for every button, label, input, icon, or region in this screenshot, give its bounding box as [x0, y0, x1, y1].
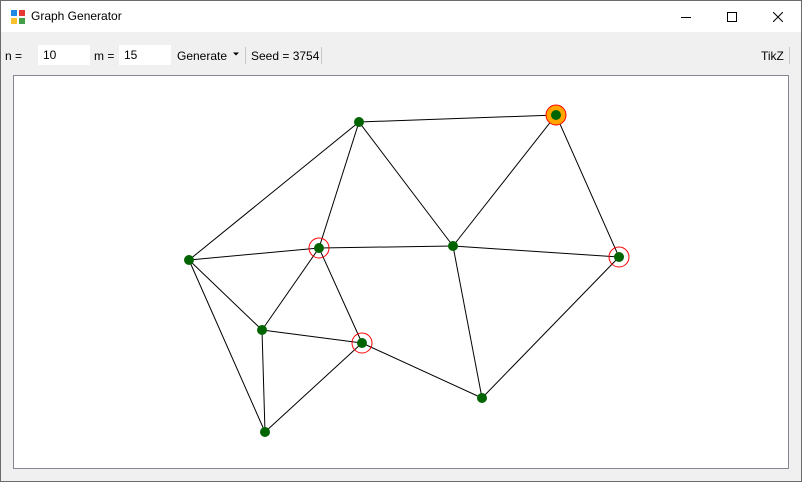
- graph-edge: [555, 114, 620, 258]
- minimize-button[interactable]: [663, 1, 709, 32]
- title-bar[interactable]: Graph Generator: [1, 1, 801, 32]
- graph-edge: [361, 342, 483, 399]
- graph-edge: [318, 247, 363, 344]
- graph-edge: [188, 121, 360, 261]
- graph-node[interactable]: [314, 243, 324, 253]
- graph-edge: [261, 247, 320, 331]
- graph-edge: [318, 245, 454, 249]
- graph-node[interactable]: [448, 241, 458, 251]
- graph-node[interactable]: [354, 117, 364, 127]
- graph-edge: [261, 329, 266, 433]
- graph-edge: [261, 329, 363, 344]
- graph-svg[interactable]: [14, 76, 788, 468]
- graph-node[interactable]: [184, 255, 194, 265]
- n-input[interactable]: [38, 45, 90, 65]
- node-marker-ring: [351, 332, 373, 354]
- node-marker-ring: [608, 246, 630, 268]
- graph-node[interactable]: [614, 252, 624, 262]
- generate-label: Generate: [177, 49, 228, 63]
- minimize-icon: [681, 16, 691, 18]
- close-button[interactable]: [755, 1, 801, 32]
- graph-edge: [188, 259, 263, 331]
- toolbar-separator: [789, 47, 790, 64]
- graph-edge: [188, 259, 266, 433]
- graph-canvas[interactable]: [13, 75, 789, 469]
- graph-edge: [358, 121, 454, 247]
- graph-edge: [188, 247, 320, 261]
- app-icon: [11, 10, 25, 24]
- graph-edge: [452, 245, 620, 258]
- graph-node[interactable]: [551, 110, 561, 120]
- graph-node[interactable]: [260, 427, 270, 437]
- graph-node[interactable]: [357, 338, 367, 348]
- graph-node[interactable]: [257, 325, 267, 335]
- maximize-icon: [727, 11, 737, 22]
- graph-edge: [358, 114, 557, 123]
- m-label: m =: [94, 49, 115, 63]
- maximize-button[interactable]: [709, 1, 755, 32]
- tikz-button[interactable]: TikZ: [761, 49, 784, 63]
- graph-edge: [318, 121, 360, 249]
- seed-label: Seed = 3754: [251, 49, 320, 63]
- graph-node[interactable]: [477, 393, 487, 403]
- graph-edge: [481, 256, 620, 399]
- close-icon: [773, 11, 783, 22]
- dropdown-arrow-icon: [233, 52, 239, 56]
- graph-edge: [452, 245, 483, 399]
- toolbar: n = m = Generate Seed = 3754 TikZ: [1, 43, 801, 69]
- n-label: n =: [5, 49, 23, 63]
- window-title: Graph Generator: [31, 9, 122, 23]
- generate-dropdown[interactable]: Generate: [172, 45, 242, 65]
- node-marker-ring: [308, 237, 330, 259]
- m-input[interactable]: [119, 45, 171, 65]
- graph-edge: [452, 114, 557, 247]
- toolbar-separator: [245, 47, 246, 64]
- toolbar-separator: [321, 47, 322, 64]
- graph-edge: [264, 342, 363, 433]
